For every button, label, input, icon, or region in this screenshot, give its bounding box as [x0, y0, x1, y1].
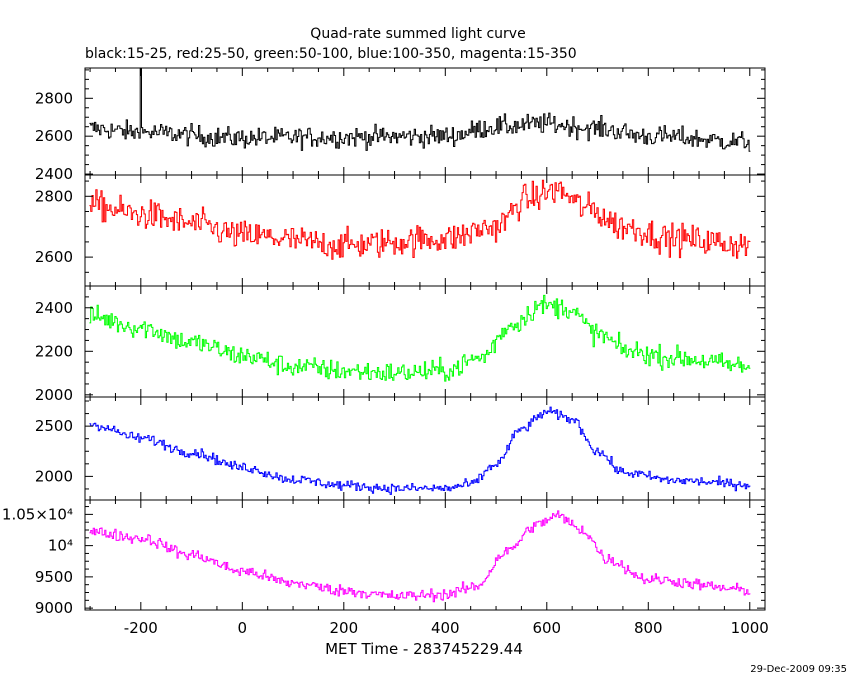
- panel-frame: [84, 67, 766, 176]
- series-line-1: [89, 68, 751, 152]
- panel-1: 2400 2600 2800: [35, 67, 766, 183]
- panel-5: 9000 9500 10⁴ 1.05×10⁴: [2, 499, 766, 617]
- series-line-4: [89, 406, 751, 495]
- x-tick-label: 800: [634, 619, 663, 637]
- series-line-3: [89, 294, 751, 382]
- panels-group: 2400 2600 2800 2600 2800 2000 2200 2400 2000 2500…: [2, 67, 766, 617]
- y-tick-label: 2400: [35, 299, 73, 317]
- chart-title: Quad-rate summed light curve: [310, 26, 525, 42]
- panel-4: 2000 2500: [35, 396, 766, 501]
- x-tick-label: 400: [431, 619, 460, 637]
- x-tick-label: 1000: [731, 619, 769, 637]
- panel-frame: [84, 396, 766, 501]
- y-tick-label: 2800: [35, 89, 73, 107]
- x-tick-label: 0: [238, 619, 248, 637]
- panel-2: 2600 2800: [35, 174, 766, 287]
- y-tick-label: 2000: [35, 386, 73, 404]
- x-tick-label: 600: [532, 619, 561, 637]
- x-tick-label: 200: [329, 619, 358, 637]
- chart-subtitle: black:15-25, red:25-50, green:50-100, bl…: [85, 46, 577, 62]
- y-tick-label: 2600: [35, 248, 73, 266]
- panel-frame: [84, 499, 766, 611]
- x-tick-label: -200: [124, 619, 158, 637]
- y-tick-label: 1.05×10⁴: [2, 505, 73, 523]
- y-tick-label: 2600: [35, 127, 73, 145]
- y-tick-label: 9000: [35, 599, 73, 617]
- series-line-5: [89, 510, 751, 603]
- panel-frame: [84, 285, 766, 398]
- x-axis-tick-labels: -200 0 200 400 600 800 1000: [124, 619, 769, 637]
- y-tick-label: 2000: [35, 467, 73, 485]
- y-tick-label: 2500: [35, 417, 73, 435]
- x-axis-label: MET Time - 283745229.44: [325, 640, 523, 658]
- y-tick-label: 9500: [35, 568, 73, 586]
- y-tick-label: 2200: [35, 342, 73, 360]
- y-tick-label: 2400: [35, 165, 73, 183]
- panel-3: 2000 2200 2400: [35, 285, 766, 404]
- timestamp: 29-Dec-2009 09:35: [750, 664, 847, 675]
- y-tick-label: 2800: [35, 187, 73, 205]
- series-line-2: [89, 179, 751, 260]
- y-tick-label: 10⁴: [48, 537, 73, 555]
